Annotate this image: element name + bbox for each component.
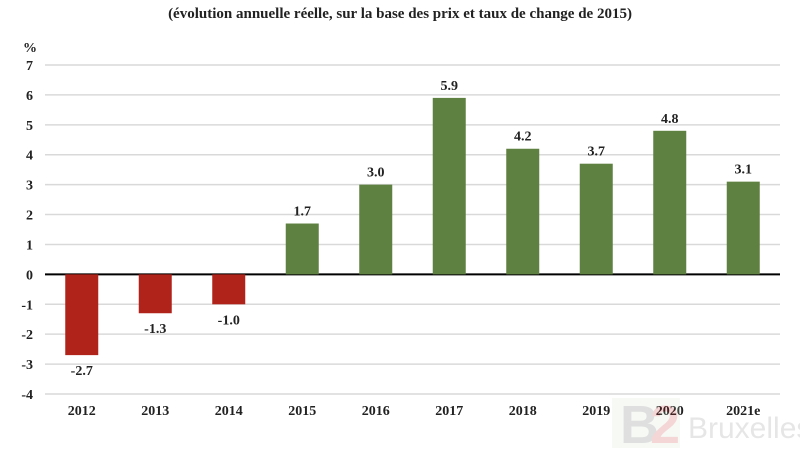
data-label: 3.1 — [735, 163, 753, 178]
bar — [726, 181, 760, 275]
x-tick-label: 2016 — [362, 404, 390, 419]
x-tick-label: 2018 — [509, 404, 537, 419]
x-tick-label: 2015 — [288, 404, 316, 419]
bar — [359, 184, 393, 275]
y-tick-label: 3 — [26, 179, 33, 194]
bar — [506, 148, 540, 275]
x-tick-label: 2013 — [141, 404, 169, 419]
y-tick-label: 6 — [26, 89, 33, 104]
bar — [65, 274, 99, 356]
y-tick-label: -3 — [21, 358, 33, 373]
y-tick-label: 5 — [26, 119, 33, 134]
data-label: -1.0 — [218, 313, 240, 328]
x-tick-label: 2012 — [68, 404, 96, 419]
data-label: 5.9 — [441, 79, 459, 94]
x-tick-label: 2014 — [215, 404, 243, 419]
bar — [432, 97, 466, 275]
chart-title: (évolution annuelle réelle, sur la base … — [168, 6, 632, 22]
data-label: -1.3 — [144, 322, 166, 337]
y-tick-label: -1 — [21, 298, 33, 313]
bar — [138, 274, 172, 314]
y-axis-label: % — [23, 41, 37, 56]
data-label: -2.7 — [71, 364, 93, 379]
data-label: 4.8 — [661, 112, 679, 127]
data-label: 4.2 — [514, 130, 532, 145]
data-label: 1.7 — [294, 205, 312, 220]
watermark-2: 2 — [650, 395, 681, 455]
y-tick-label: 1 — [26, 238, 33, 253]
y-tick-label: 7 — [26, 59, 33, 74]
y-tick-label: 4 — [26, 149, 33, 164]
x-tick-label: 2020 — [656, 404, 684, 419]
x-tick-label: 2021e — [726, 404, 760, 419]
watermark-text: Bruxelles — [688, 412, 800, 445]
watermark-box — [612, 398, 680, 448]
bar — [212, 274, 246, 305]
bar — [579, 163, 613, 275]
x-tick-label: 2019 — [582, 404, 610, 419]
bar-chart: % -2.7-1.3-1.01.73.05.94.23.74.83.1 2012… — [21, 41, 780, 419]
data-label: 3.0 — [367, 166, 385, 181]
y-tick-label: 2 — [26, 209, 33, 224]
y-tick-label: 0 — [26, 268, 33, 283]
y-tick-label: -4 — [21, 388, 33, 403]
bar — [285, 223, 319, 275]
y-tick-label: -2 — [21, 328, 33, 343]
data-label: 3.7 — [588, 145, 606, 160]
watermark-logo: B 2 Bruxelles — [612, 395, 800, 455]
x-tick-label: 2017 — [435, 404, 463, 419]
bar — [653, 130, 687, 275]
